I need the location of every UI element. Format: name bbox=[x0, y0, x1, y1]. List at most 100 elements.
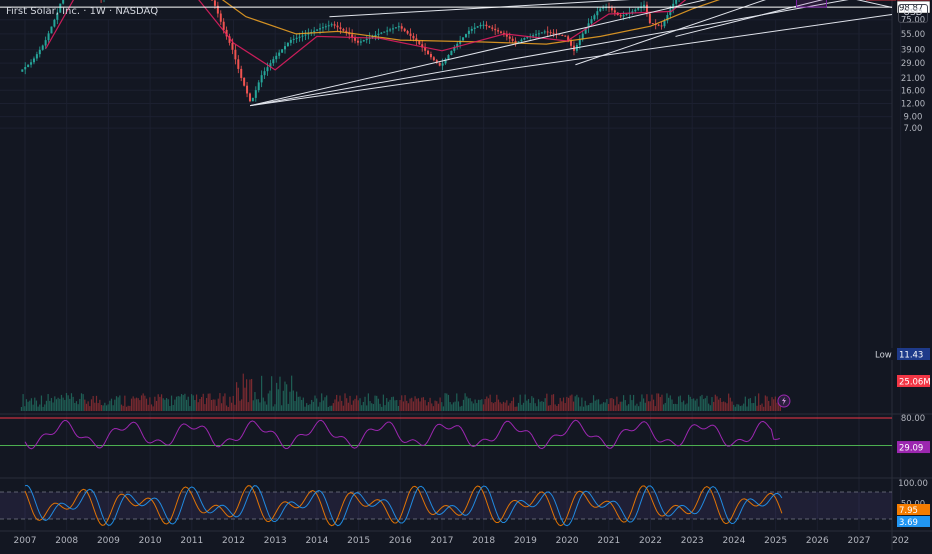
volume-bar bbox=[541, 401, 542, 411]
time-tick-label: 2024 bbox=[722, 536, 745, 546]
volume-bar bbox=[308, 405, 309, 411]
candle-body bbox=[427, 51, 429, 54]
volume-bar bbox=[516, 407, 517, 411]
volume-bar bbox=[286, 384, 287, 411]
volume-bar bbox=[54, 396, 55, 411]
volume-bar bbox=[21, 407, 22, 411]
candle-body bbox=[500, 32, 502, 33]
volume-bar bbox=[136, 398, 137, 411]
rsi-line bbox=[25, 420, 780, 449]
volume-bar bbox=[533, 398, 534, 411]
volume-bar bbox=[336, 395, 337, 411]
volume-bar bbox=[228, 407, 229, 411]
volume-bar bbox=[776, 403, 777, 411]
volume-bar bbox=[693, 398, 694, 411]
volume-bar bbox=[254, 392, 255, 411]
volume-bar bbox=[610, 398, 611, 411]
volume-bar bbox=[596, 400, 597, 411]
volume-bar bbox=[771, 397, 772, 411]
volume-bar bbox=[344, 393, 345, 411]
volume-bar bbox=[645, 403, 646, 411]
volume-bar bbox=[153, 406, 154, 411]
volume-bar bbox=[548, 406, 549, 411]
volume-bar bbox=[551, 395, 552, 411]
volume-bar bbox=[593, 395, 594, 411]
volume-bar bbox=[246, 379, 247, 411]
volume-bar bbox=[203, 394, 204, 411]
time-tick-label: 2008 bbox=[55, 536, 78, 546]
volume-bar bbox=[495, 402, 496, 411]
volume-bar bbox=[329, 406, 330, 411]
volume-bar bbox=[433, 406, 434, 411]
volume-bar bbox=[408, 403, 409, 411]
volume-bar bbox=[83, 394, 84, 411]
volume-bar bbox=[28, 402, 29, 411]
candle-body bbox=[669, 9, 671, 15]
volume-bar bbox=[283, 391, 284, 411]
volume-bar bbox=[451, 404, 452, 411]
volume-bar bbox=[403, 401, 404, 411]
volume-bar bbox=[680, 396, 681, 411]
candle-body bbox=[304, 34, 306, 35]
volume-bar bbox=[208, 394, 209, 411]
volume-bar bbox=[383, 395, 384, 411]
volume-bar bbox=[543, 402, 544, 411]
volume-bar bbox=[695, 401, 696, 411]
volume-bar bbox=[306, 403, 307, 411]
candle-body bbox=[386, 31, 388, 32]
volume-bar bbox=[384, 405, 385, 411]
volume-bar bbox=[96, 396, 97, 411]
time-tick-label: 2011 bbox=[180, 536, 203, 546]
volume-bar bbox=[369, 401, 370, 411]
volume-bar bbox=[166, 398, 167, 411]
volume-bar bbox=[591, 403, 592, 411]
volume-bar bbox=[22, 394, 23, 411]
candle-body bbox=[360, 41, 362, 42]
currency-button[interactable]: USD bbox=[898, 4, 928, 23]
volume-bar bbox=[278, 389, 279, 411]
volume-bar bbox=[43, 407, 44, 411]
price-tag-name: Low bbox=[875, 351, 892, 361]
candle-body bbox=[287, 43, 289, 46]
volume-bar bbox=[661, 395, 662, 411]
volume-bar bbox=[333, 403, 334, 411]
candle-body bbox=[258, 82, 260, 90]
volume-bar bbox=[620, 402, 621, 411]
candle-body bbox=[652, 23, 654, 24]
volume-bar bbox=[540, 402, 541, 411]
volume-bar bbox=[74, 403, 75, 411]
candle-body bbox=[380, 33, 382, 34]
volume-bar bbox=[169, 406, 170, 411]
volume-bar bbox=[138, 398, 139, 411]
volume-bar bbox=[281, 405, 282, 411]
candle-body bbox=[430, 54, 432, 57]
candle-body bbox=[383, 32, 385, 33]
volume-bar bbox=[575, 396, 576, 411]
time-tick-label: 2017 bbox=[431, 536, 454, 546]
candle-body bbox=[564, 36, 566, 37]
volume-bar bbox=[761, 404, 762, 411]
candle-body bbox=[284, 46, 286, 49]
volume-bar bbox=[104, 403, 105, 411]
volume-bar bbox=[446, 394, 447, 411]
volume-bar bbox=[686, 403, 687, 411]
volume-bar bbox=[133, 396, 134, 411]
volume-bar bbox=[660, 397, 661, 411]
volume-bar bbox=[595, 401, 596, 411]
volume-bar bbox=[294, 401, 295, 411]
volume-bar bbox=[413, 401, 414, 411]
volume-bar bbox=[643, 398, 644, 411]
volume-bar bbox=[39, 404, 40, 411]
volume-bar bbox=[428, 402, 429, 411]
volume-bar bbox=[46, 401, 47, 411]
volume-bar bbox=[378, 399, 379, 411]
volume-bar bbox=[366, 405, 367, 411]
volume-bar bbox=[475, 399, 476, 411]
volume-bar bbox=[690, 397, 691, 411]
volume-bar bbox=[198, 402, 199, 411]
volume-bar bbox=[273, 406, 274, 411]
volume-bar bbox=[429, 398, 430, 411]
volume-bar bbox=[358, 400, 359, 411]
